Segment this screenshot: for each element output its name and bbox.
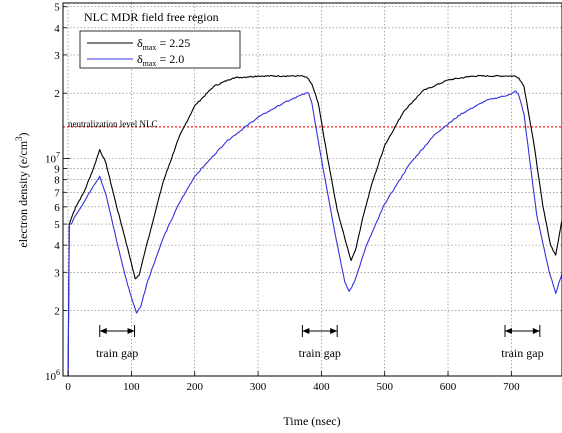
y-tick-label: 107	[45, 151, 60, 166]
legend-label-series-2: δmax = 2.0	[137, 52, 184, 68]
train-gap-arrow-left	[99, 328, 107, 334]
y-axis-label: electron density (e/cm3)	[14, 132, 30, 247]
train-gap-label: train gap	[501, 346, 543, 360]
y-tick-label: 3	[54, 50, 60, 62]
legend-label-series-1: δmax = 2.25	[137, 36, 190, 52]
y-tick-label: 106	[45, 368, 60, 383]
legend-box	[79, 30, 241, 69]
train-gap-arrow-right	[127, 328, 135, 334]
y-tick-label: 7	[54, 187, 60, 199]
train-gap-annotation: train gap	[96, 325, 138, 360]
reference-line-label: neutralization level NLC	[68, 119, 157, 129]
y-tick-label: 4	[54, 23, 60, 35]
train-gap-label: train gap	[299, 346, 341, 360]
train-gap-annotations: train gap train gap train gap	[96, 325, 544, 360]
y-tick-label: 9	[54, 164, 60, 176]
y-tick-label: 2	[54, 88, 60, 100]
series-line-1	[67, 74, 562, 377]
x-tick-label: 700	[503, 381, 520, 393]
y-axis: 2 3 4 5 6 789 2 3 4 5 106 107	[45, 2, 70, 383]
y-tick-label: 3	[54, 267, 60, 279]
x-tick-label: 100	[123, 381, 140, 393]
train-gap-annotation: train gap	[501, 325, 544, 360]
grid	[63, 3, 562, 376]
x-tick-label: 0	[65, 381, 71, 393]
train-gap-label: train gap	[96, 346, 138, 360]
train-gap-annotation: train gap	[299, 325, 341, 360]
x-axis: 0 100 200 300 400 500 600 700	[65, 371, 520, 393]
chart-title: NLC MDR field free region	[84, 10, 219, 24]
train-gap-arrow-left	[505, 328, 513, 334]
x-tick-label: 500	[376, 381, 393, 393]
train-gap-arrow-right	[330, 328, 338, 334]
x-tick-label: 300	[250, 381, 267, 393]
y-tick-label: 2	[54, 306, 60, 318]
series-line-2	[67, 90, 562, 377]
x-tick-label: 200	[186, 381, 203, 393]
y-tick-label: 8	[54, 175, 60, 187]
y-tick-label: 6	[54, 202, 60, 214]
train-gap-arrow-left	[302, 328, 310, 334]
y-tick-label: 4	[54, 240, 60, 252]
x-axis-label: Time (nsec)	[283, 414, 340, 428]
y-tick-label: 5	[54, 2, 60, 14]
legend: δmax = 2.25 δmax = 2.0	[79, 30, 241, 69]
train-gap-arrow-right	[532, 328, 540, 334]
x-tick-label: 600	[440, 381, 457, 393]
y-tick-label: 5	[54, 219, 60, 231]
x-tick-label: 400	[313, 381, 330, 393]
svg-text:electron density (e/cm3): electron density (e/cm3)	[14, 132, 30, 247]
plot-frame	[62, 2, 562, 377]
series-layer	[67, 74, 562, 377]
